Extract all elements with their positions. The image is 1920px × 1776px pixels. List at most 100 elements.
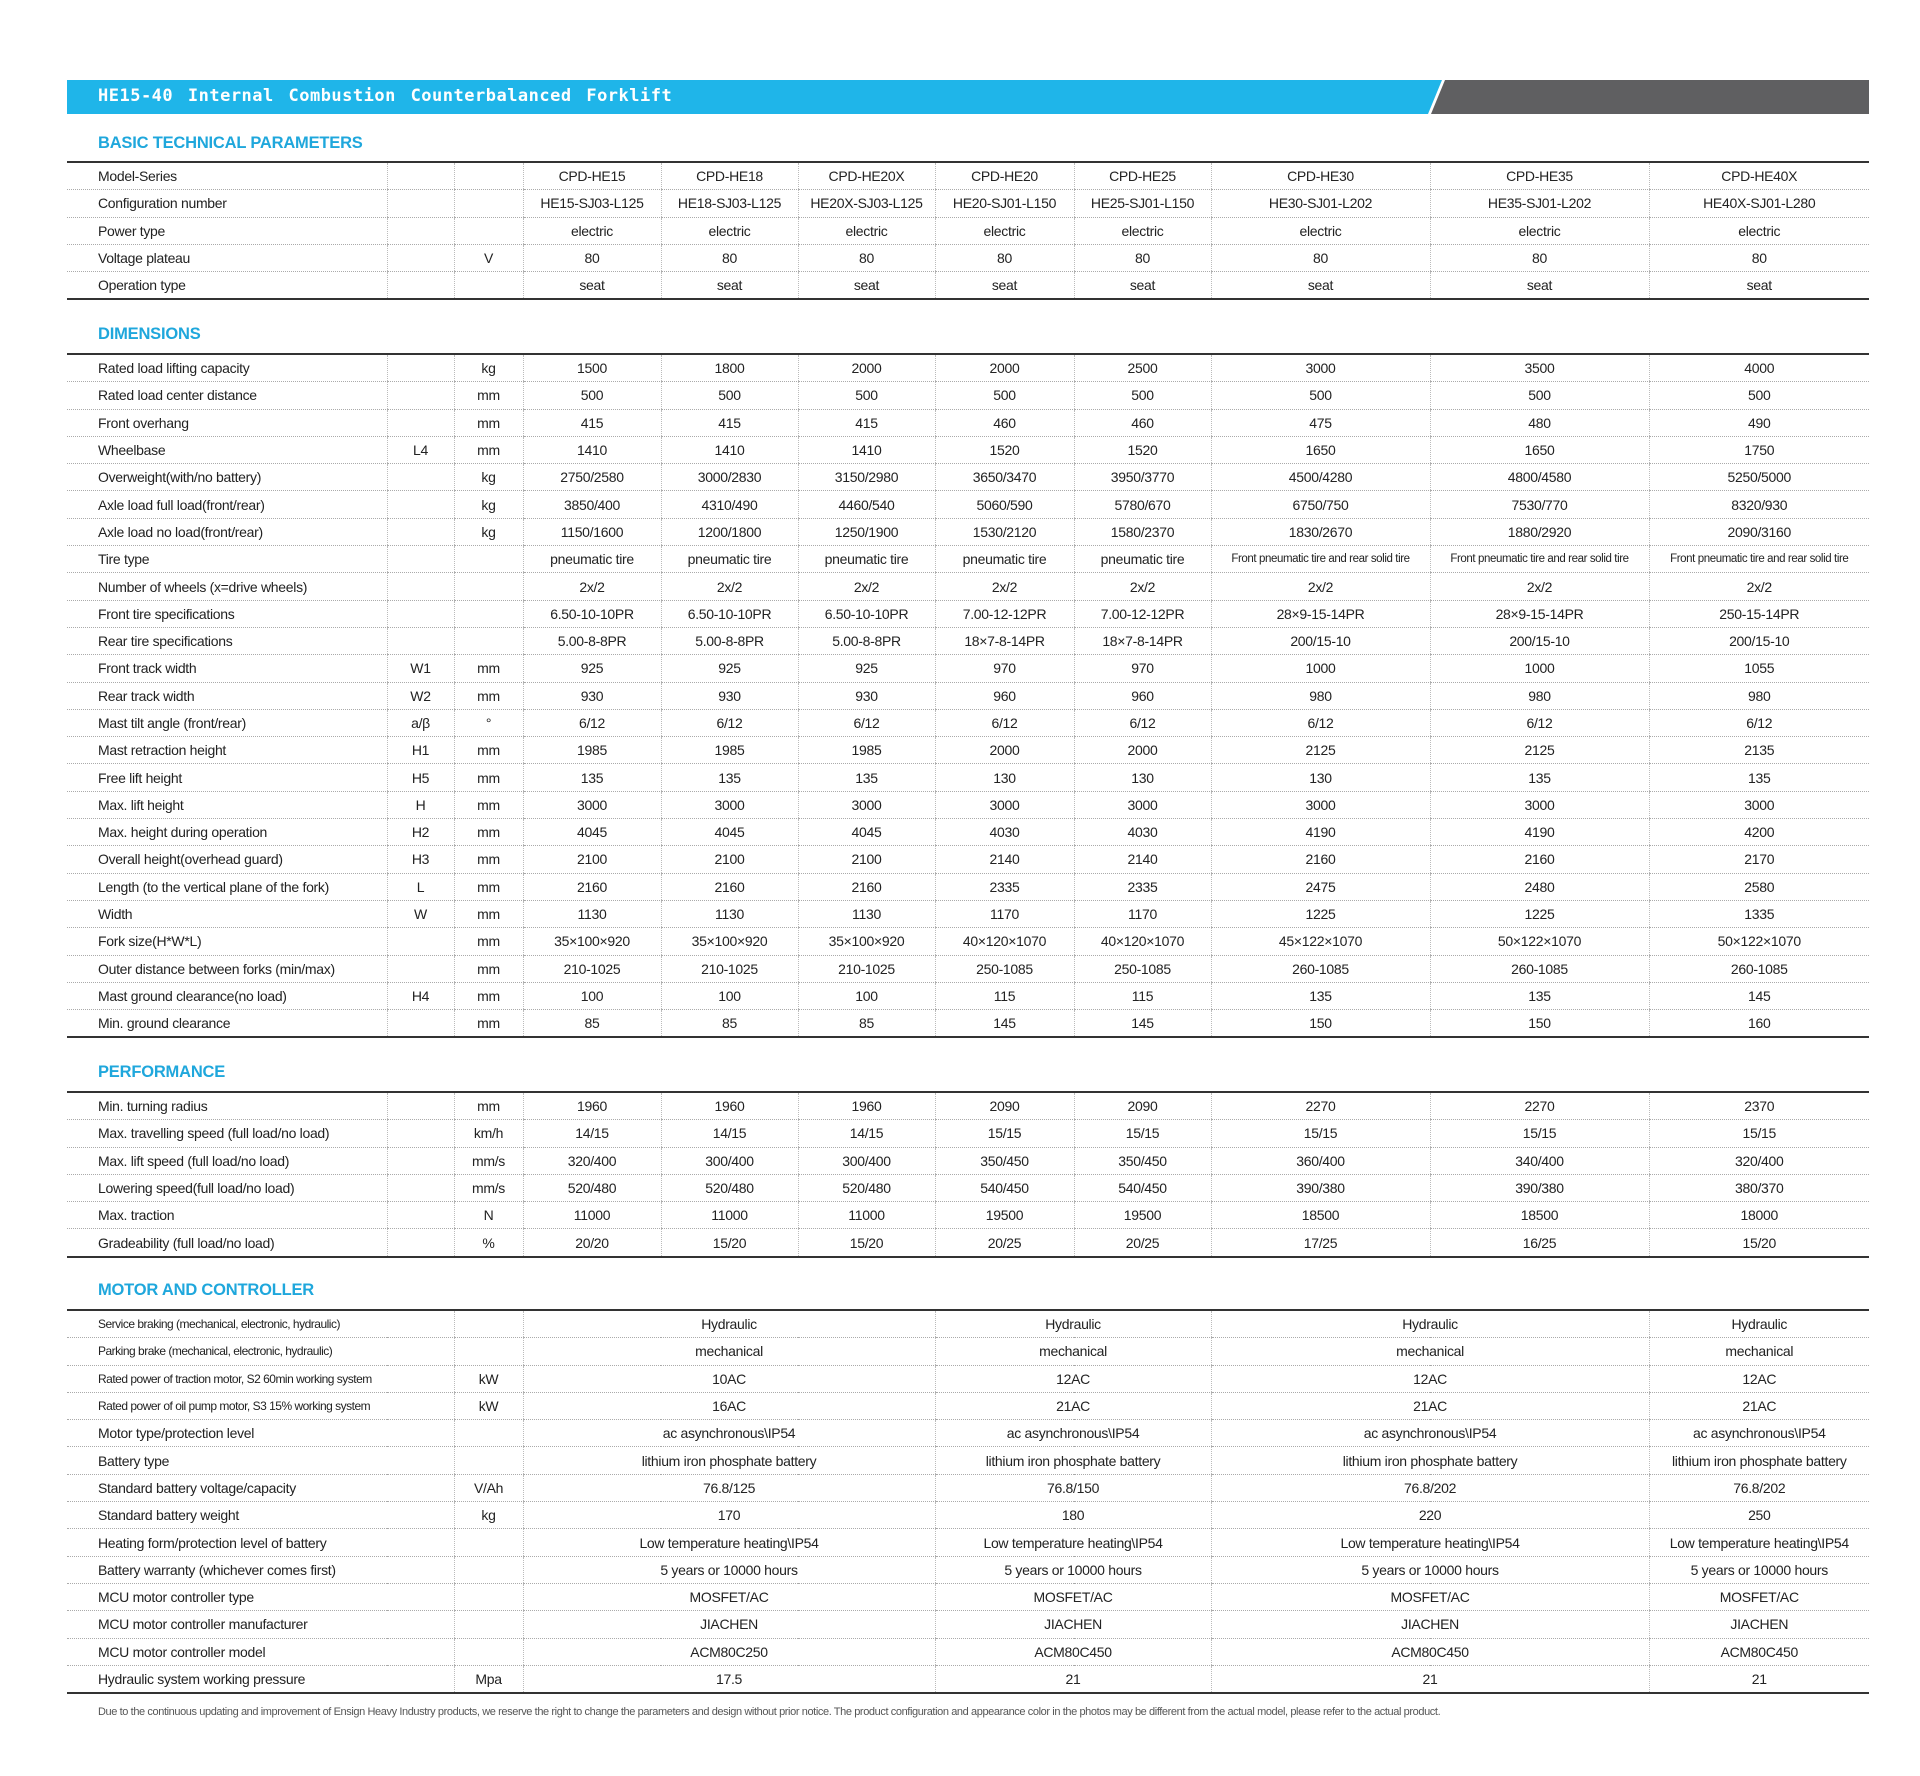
table-row: Power type electric electric electric electr… bbox=[67, 217, 1869, 245]
cell-value: 4310/490 bbox=[660, 490, 798, 519]
symbol: W2 bbox=[386, 682, 454, 710]
cell-value: 20/20 bbox=[522, 1228, 661, 1257]
table-row: Rear track width W2 mm 930 930 930 960 960 980 98… bbox=[67, 682, 1869, 710]
cell-value: 21 bbox=[1210, 1665, 1650, 1694]
cell-value: Hydraulic bbox=[1648, 1310, 1870, 1339]
symbol bbox=[386, 381, 454, 410]
cell-value: 135 bbox=[522, 763, 661, 792]
cell-value: HE15-SJ03-L125 bbox=[522, 189, 661, 218]
row-label: Battery type bbox=[67, 1446, 455, 1475]
cell-value: 1985 bbox=[660, 736, 798, 765]
table-row: Motor type/protection level ac asynchrono… bbox=[67, 1419, 1870, 1448]
table-row: Rear tire specifications 5.00-8-8PR 5.00-8… bbox=[67, 627, 1869, 656]
cell-value: 130 bbox=[1073, 763, 1211, 792]
cell-value: 925 bbox=[797, 654, 935, 683]
cell-value: 135 bbox=[1648, 763, 1869, 792]
cell-value: 1650 bbox=[1429, 436, 1649, 465]
unit bbox=[453, 1528, 524, 1557]
cell-value: 250-1085 bbox=[1073, 955, 1211, 983]
symbol: a/β bbox=[386, 709, 454, 738]
table-row: Number of wheels (x=drive wheels) 2x/2 2x/… bbox=[67, 572, 1869, 601]
cell-value: 80 bbox=[934, 244, 1074, 273]
table-row: Standard battery voltage/capacity V/Ah 76.… bbox=[67, 1474, 1870, 1503]
row-label: Rated load lifting capacity bbox=[67, 354, 387, 383]
row-label: Length (to the vertical plane of the for… bbox=[67, 873, 387, 901]
cell-value: 6750/750 bbox=[1210, 490, 1430, 519]
cell-value: 18×7-8-14PR bbox=[1073, 627, 1211, 656]
cell-value: electric bbox=[797, 217, 935, 245]
cell-value: 135 bbox=[660, 763, 798, 792]
cell-value: 380/370 bbox=[1648, 1174, 1869, 1203]
table-row: Free lift height H5 mm 135 135 135 130 130 130 13… bbox=[67, 763, 1869, 792]
cell-value: pneumatic tire bbox=[1073, 545, 1211, 574]
unit: kg bbox=[453, 518, 523, 547]
cell-value: 6/12 bbox=[934, 709, 1074, 738]
cell-value: 2160 bbox=[1210, 845, 1430, 874]
cell-value: 21AC bbox=[1648, 1392, 1870, 1421]
cell-value: 250-15-14PR bbox=[1648, 600, 1869, 628]
cell-value: 2x/2 bbox=[1073, 572, 1211, 601]
cell-value: 11000 bbox=[797, 1201, 935, 1230]
cell-value: 20/25 bbox=[934, 1228, 1074, 1257]
cell-value: CPD-HE20X bbox=[797, 162, 935, 191]
cell-value: HE20-SJ01-L150 bbox=[934, 189, 1074, 218]
cell-value: 1985 bbox=[797, 736, 935, 765]
table-row: Min. ground clearance mm 85 85 85 145 145 150 15… bbox=[67, 1009, 1869, 1038]
cell-value: 2160 bbox=[660, 873, 798, 901]
cell-value: 520/480 bbox=[797, 1174, 935, 1203]
cell-value: Low temperature heating\IP54 bbox=[522, 1528, 936, 1557]
symbol: W1 bbox=[386, 654, 454, 683]
cell-value: 1250/1900 bbox=[797, 518, 935, 547]
table-row: Service braking (mechanical, electronic,… bbox=[67, 1310, 1870, 1339]
section-title-motor: MOTOR AND CONTROLLER bbox=[98, 1281, 314, 1299]
cell-value: 28×9-15-14PR bbox=[1210, 600, 1430, 628]
row-label: Max. lift height bbox=[67, 791, 387, 820]
cell-value: 415 bbox=[797, 409, 935, 437]
table-row: MCU motor controller manufacturer JIACHEN… bbox=[67, 1610, 1870, 1639]
cell-value: 16AC bbox=[522, 1392, 936, 1421]
cell-value: 2135 bbox=[1648, 736, 1869, 765]
symbol bbox=[386, 927, 454, 956]
cell-value: 180 bbox=[934, 1501, 1212, 1530]
cell-value: 930 bbox=[660, 682, 798, 710]
cell-value: 2335 bbox=[934, 873, 1074, 901]
row-label: Free lift height bbox=[67, 763, 387, 792]
symbol bbox=[386, 354, 454, 383]
cell-value: 20/25 bbox=[1073, 1228, 1211, 1257]
row-label: Rear track width bbox=[67, 682, 387, 710]
cell-value: 4800/4580 bbox=[1429, 463, 1649, 492]
table-row: Battery warranty (whichever comes first)… bbox=[67, 1556, 1870, 1584]
cell-value: 10AC bbox=[522, 1365, 936, 1393]
row-label: Motor type/protection level bbox=[67, 1419, 455, 1448]
cell-value: 260-1085 bbox=[1210, 955, 1430, 983]
symbol bbox=[386, 217, 454, 245]
cell-value: HE18-SJ03-L125 bbox=[660, 189, 798, 218]
symbol bbox=[386, 1092, 454, 1121]
cell-value: 460 bbox=[1073, 409, 1211, 437]
row-label: Front tire specifications bbox=[67, 600, 387, 628]
symbol bbox=[386, 518, 454, 547]
footnote: Due to the continuous updating and impro… bbox=[98, 1706, 1441, 1718]
cell-value: 2100 bbox=[797, 845, 935, 874]
cell-value: electric bbox=[1210, 217, 1430, 245]
row-label: Outer distance between forks (min/max) bbox=[67, 955, 387, 983]
cell-value: 4190 bbox=[1429, 818, 1649, 847]
unit: mm bbox=[453, 1009, 523, 1038]
page-title: HE15-40 Internal Combustion Counterbalan… bbox=[98, 86, 673, 106]
table-row: Front tire specifications 6.50-10-10PR 6.5… bbox=[67, 600, 1869, 628]
cell-value: 6/12 bbox=[797, 709, 935, 738]
cell-value: 1335 bbox=[1648, 900, 1869, 929]
row-label: Mast ground clearance(no load) bbox=[67, 982, 387, 1011]
table-row: Mast tilt angle (front/rear) a/β ° 6/12 6/12… bbox=[67, 709, 1869, 738]
table-row: Rated power of traction motor, S2 60min … bbox=[67, 1365, 1870, 1393]
cell-value: CPD-HE20 bbox=[934, 162, 1074, 191]
cell-value: 2160 bbox=[797, 873, 935, 901]
cell-value: 135 bbox=[797, 763, 935, 792]
cell-value: Hydraulic bbox=[522, 1310, 936, 1339]
cell-value: 2000 bbox=[797, 354, 935, 383]
cell-value: ACM80C450 bbox=[1210, 1638, 1650, 1666]
cell-value: 80 bbox=[660, 244, 798, 273]
unit bbox=[453, 600, 523, 628]
symbol bbox=[386, 955, 454, 983]
